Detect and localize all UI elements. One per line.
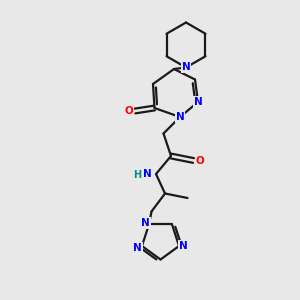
Text: N: N	[194, 97, 202, 107]
Text: O: O	[124, 106, 133, 116]
Text: N: N	[141, 218, 150, 228]
Text: H: H	[133, 170, 142, 180]
Text: N: N	[176, 112, 184, 122]
Text: N: N	[179, 241, 188, 251]
Text: N: N	[142, 169, 152, 179]
Text: O: O	[196, 155, 205, 166]
Text: N: N	[182, 62, 190, 73]
Text: N: N	[133, 242, 142, 253]
